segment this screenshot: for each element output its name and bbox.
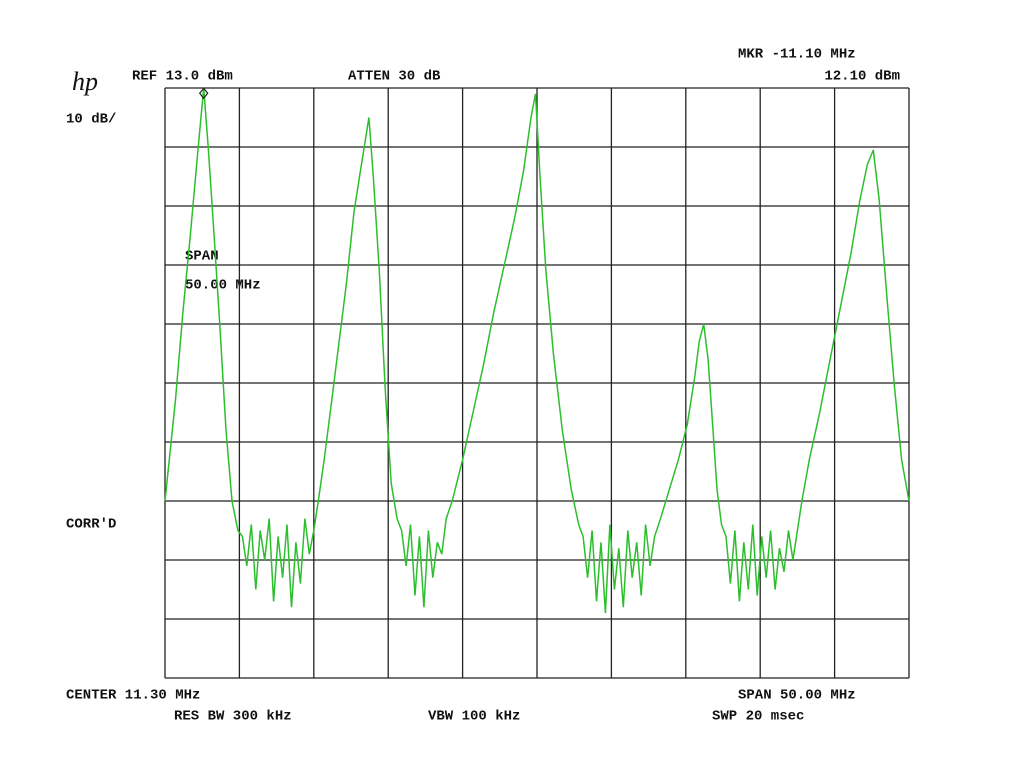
ref-label: REF 13.0 dBm [132, 69, 233, 85]
vbw-label: VBW 100 kHz [428, 709, 520, 725]
scale-label: 10 dB/ [66, 112, 116, 128]
span-label: SPAN 50.00 MHz [738, 688, 856, 704]
corr-label: CORR'D [66, 517, 116, 533]
marker-freq: MKR -11.10 MHz [738, 47, 856, 63]
logo: hp [72, 67, 98, 96]
sweep-label: SWP 20 msec [712, 709, 804, 725]
marker [198, 87, 209, 100]
trace [164, 87, 910, 614]
atten-label: ATTEN 30 dB [348, 69, 441, 85]
marker-level: 12.10 dBm [824, 69, 900, 85]
rbw-label: RES BW 300 kHz [174, 709, 292, 725]
span-value: 50.00 MHz [185, 278, 261, 294]
span-title: SPAN [185, 249, 219, 265]
center-label: CENTER 11.30 MHz [66, 688, 200, 704]
